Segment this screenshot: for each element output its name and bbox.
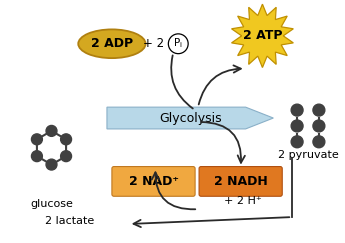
Text: 2 NAD⁺: 2 NAD⁺ — [128, 175, 178, 188]
Text: Glycolysis: Glycolysis — [159, 112, 221, 124]
Circle shape — [61, 134, 71, 145]
FancyArrow shape — [107, 107, 273, 129]
FancyBboxPatch shape — [112, 166, 195, 196]
Text: 2 ADP: 2 ADP — [91, 37, 133, 50]
FancyArrowPatch shape — [171, 55, 193, 109]
Text: 2 NADH: 2 NADH — [214, 175, 267, 188]
Circle shape — [291, 104, 303, 116]
Circle shape — [46, 125, 57, 136]
Circle shape — [291, 136, 303, 148]
Text: 2 ATP: 2 ATP — [243, 29, 282, 42]
FancyArrowPatch shape — [199, 65, 241, 104]
Circle shape — [61, 151, 71, 162]
Circle shape — [313, 104, 325, 116]
Ellipse shape — [78, 29, 146, 58]
Circle shape — [31, 134, 42, 145]
Text: 2 lactate: 2 lactate — [45, 216, 94, 226]
Text: + 2: + 2 — [143, 37, 165, 50]
Polygon shape — [231, 4, 293, 68]
FancyArrowPatch shape — [134, 217, 289, 227]
Circle shape — [313, 120, 325, 132]
Circle shape — [313, 136, 325, 148]
FancyArrowPatch shape — [152, 172, 195, 209]
Text: + 2 H⁺: + 2 H⁺ — [224, 196, 262, 206]
FancyArrowPatch shape — [201, 122, 245, 163]
Text: $\mathregular{P_i}$: $\mathregular{P_i}$ — [174, 36, 183, 50]
Circle shape — [31, 151, 42, 162]
FancyBboxPatch shape — [199, 166, 282, 196]
Text: glucose: glucose — [30, 199, 73, 209]
Circle shape — [291, 120, 303, 132]
Text: 2 pyruvate: 2 pyruvate — [278, 150, 338, 160]
Circle shape — [46, 159, 57, 170]
